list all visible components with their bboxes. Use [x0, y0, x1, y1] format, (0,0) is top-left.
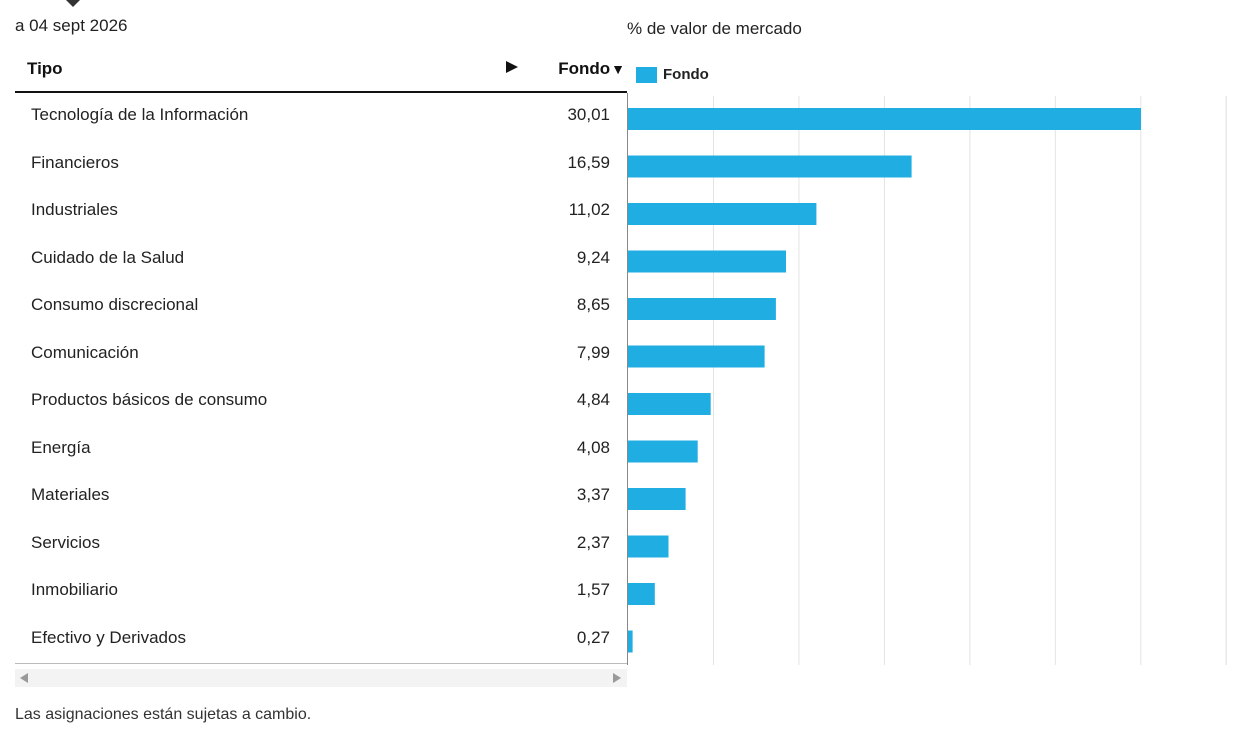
dropdown-caret-icon[interactable] [66, 0, 80, 7]
sector-name: Industriales [31, 200, 118, 219]
sector-value: 2,37 [576, 532, 610, 552]
sector-name: Energía [31, 437, 91, 457]
bar [628, 440, 698, 463]
sector-value: 7,99 [576, 342, 610, 362]
as-of-date: a 04 sept 2026 [15, 16, 128, 35]
sector-value: 8,65 [576, 295, 610, 314]
table-row: Energía 4,08 [15, 426, 627, 474]
sector-name: Consumo discrecional [31, 295, 199, 314]
table-row: Servicios 2,37 [15, 521, 627, 569]
chart-title: % de valor de mercado [627, 19, 802, 38]
table-row: Industriales 11,02 [15, 188, 627, 236]
table-row: Financieros 16,59 [15, 141, 627, 189]
table-row: Comunicación 7,99 [15, 331, 627, 379]
table-row: Consumo discrecional 8,65 [15, 283, 627, 331]
table-row: Inmobiliario 1,57 [15, 568, 627, 616]
sector-name: Efectivo y Derivados [31, 627, 186, 647]
sort-desc-icon: ▼ [611, 61, 625, 77]
sector-value: 30,01 [567, 105, 610, 124]
sector-value: 11,02 [568, 200, 610, 219]
table-chart-divider [627, 93, 628, 665]
bar [628, 155, 912, 178]
sector-name: Tecnología de la Información [31, 105, 249, 124]
bar [628, 630, 633, 653]
table-row: Efectivo y Derivados 0,27 [15, 616, 627, 664]
expand-right-icon[interactable] [506, 61, 518, 73]
table-row: Productos básicos de consumo 4,84 [15, 378, 627, 426]
scroll-left-icon[interactable] [20, 673, 28, 683]
scroll-right-icon[interactable] [613, 673, 621, 683]
sector-value: 16,59 [567, 152, 610, 172]
sector-value: 1,57 [576, 580, 610, 599]
table-row: Materiales 3,37 [15, 473, 627, 521]
bar [628, 250, 786, 273]
column-header-fondo-label: Fondo [558, 59, 611, 78]
sector-name: Financieros [31, 152, 119, 172]
sector-value: 4,08 [576, 437, 610, 457]
bar [628, 345, 765, 368]
sector-name: Comunicación [31, 342, 139, 362]
sector-name: Servicios [31, 532, 100, 552]
column-header-fondo[interactable]: Fondo▼ [558, 59, 625, 79]
bar [628, 393, 711, 415]
bar [628, 535, 669, 558]
horizontal-scrollbar[interactable] [15, 669, 627, 687]
sector-name: Inmobiliario [31, 580, 118, 599]
legend-label: Fondo [663, 66, 709, 83]
sector-value: 3,37 [576, 485, 610, 504]
bar [628, 298, 776, 320]
sector-name: Cuidado de la Salud [31, 247, 185, 267]
table-body: Tecnología de la Información 30,01 Financi… [15, 93, 627, 664]
sector-value: 4,84 [576, 390, 610, 409]
bar [628, 203, 817, 225]
sector-name: Productos básicos de consumo [31, 390, 268, 409]
table-header: Tipo Fondo▼ [15, 44, 627, 93]
chart-legend: Fondo [636, 66, 709, 83]
allocation-table: Tipo Fondo▼ Tecnología de la Información… [15, 44, 627, 664]
table-row: Tecnología de la Información 30,01 [15, 93, 627, 141]
sector-value: 9,24 [576, 247, 610, 267]
bar [628, 488, 686, 510]
table-row: Cuidado de la Salud 9,24 [15, 236, 627, 284]
bar [628, 583, 655, 605]
sector-name: Materiales [31, 485, 110, 504]
column-header-tipo: Tipo [27, 59, 63, 78]
legend-swatch [636, 66, 657, 83]
sector-value: 0,27 [576, 627, 610, 647]
bar [628, 108, 1141, 130]
footnote: Las asignaciones están sujetas a cambio. [15, 706, 312, 723]
